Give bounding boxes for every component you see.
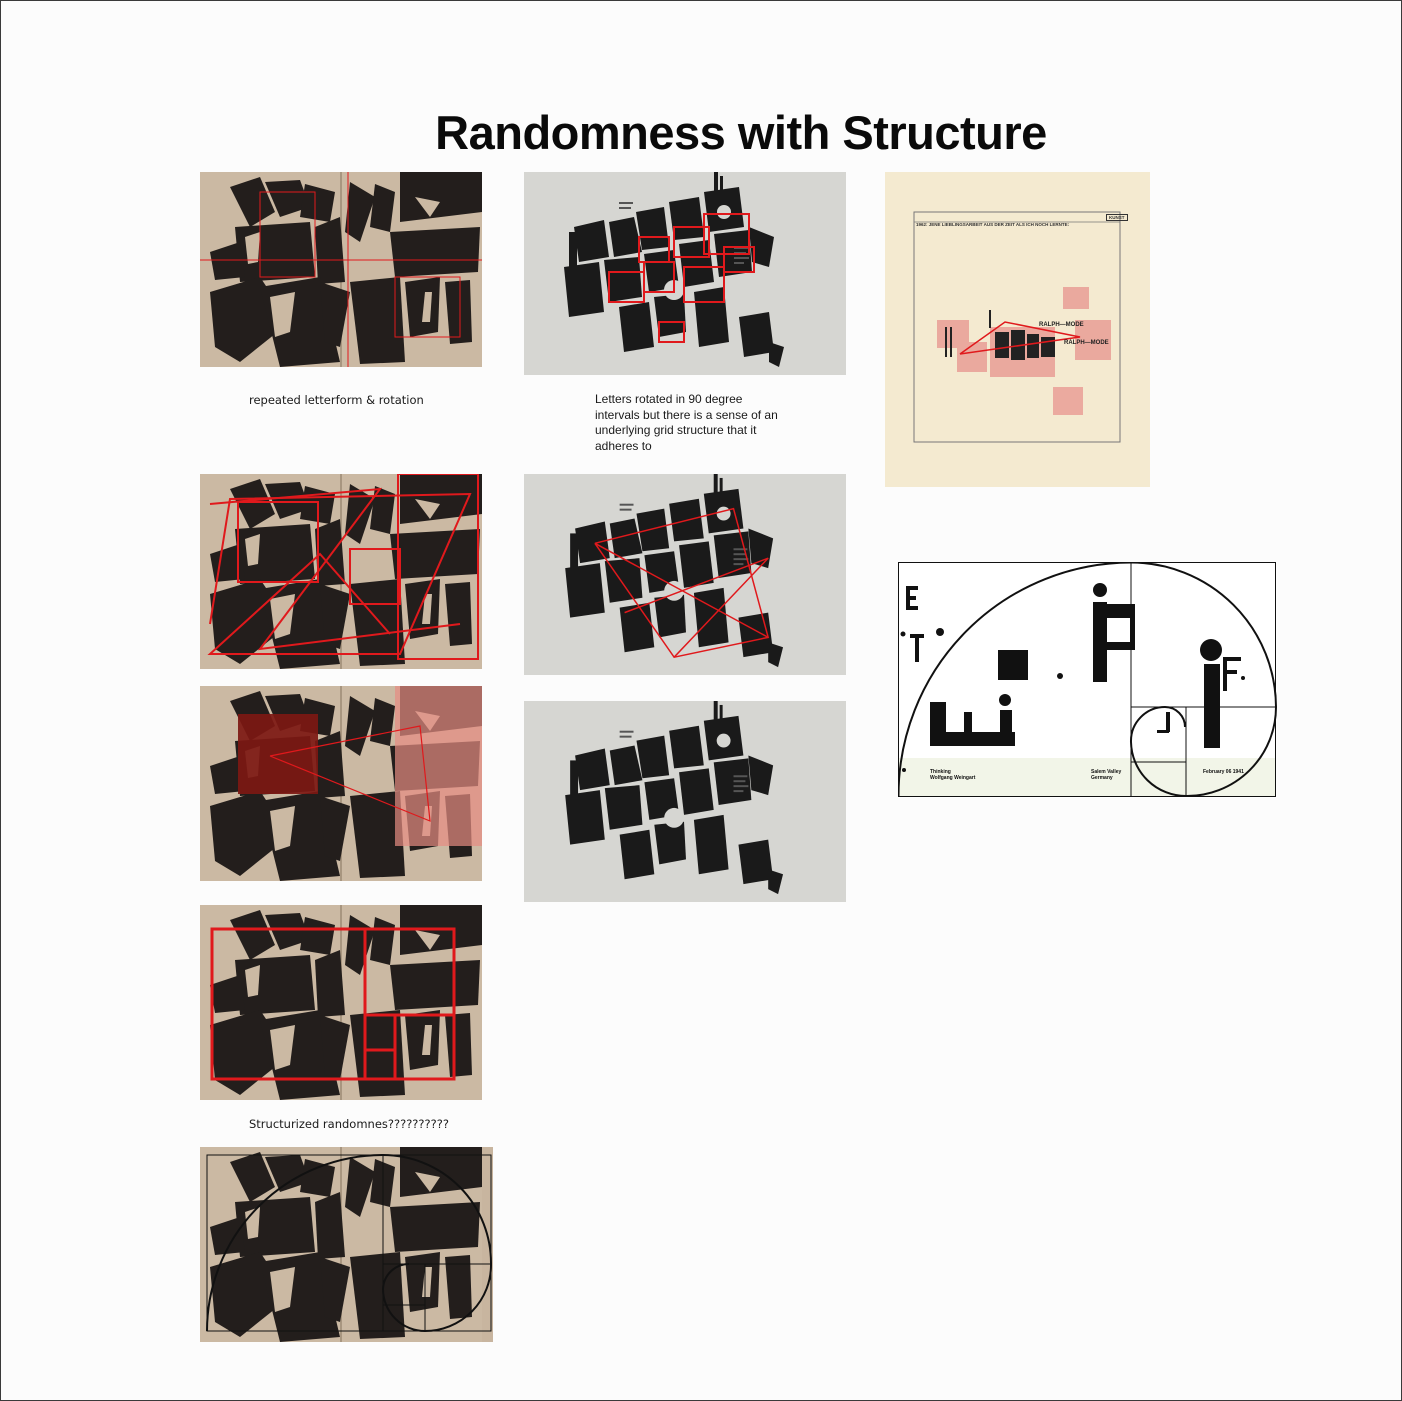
- fib-footer-mid-1: Salem Valley: [1091, 769, 1122, 775]
- fib-footer-left-2: Wolfgang Weingart: [930, 775, 976, 781]
- rotation-caption: repeated letterform & rotation: [249, 393, 424, 407]
- fib-footer-mid-2: Germany: [1091, 775, 1113, 781]
- m-spread-shaded-image: [200, 686, 482, 881]
- fib-footer-left-1: Thinking: [930, 769, 951, 775]
- w-poster-original-image: [524, 701, 846, 902]
- poster-tag-text: KUNST: [1106, 214, 1128, 221]
- w-poster-grid-image: [524, 172, 846, 375]
- poster-header-text: 1962: JENE LIEBLINGSARBEIT AUS DER ZEIT …: [916, 222, 1070, 227]
- m-spread-grid-image: [200, 172, 482, 367]
- fibonacci-poster-image: [898, 562, 1277, 798]
- m-spread-triangles-image: [200, 474, 482, 669]
- structurized-caption: Structurized randomnes??????????: [249, 1117, 449, 1131]
- ralph-mode-poster-image: [885, 172, 1150, 487]
- fib-footer-right: February 06 1941: [1203, 769, 1244, 775]
- poster-label-1: RALPH—MODE: [1039, 322, 1084, 328]
- m-spread-boxes-image: [200, 905, 482, 1100]
- grid-caption: Letters rotated in 90 degree intervals b…: [595, 392, 778, 453]
- poster-label-2: RALPH—MODE: [1064, 340, 1109, 346]
- m-spread-fibonacci-image: [200, 1147, 493, 1342]
- w-poster-triangles-image: [524, 474, 846, 675]
- page-title: Randomness with Structure: [435, 106, 1047, 160]
